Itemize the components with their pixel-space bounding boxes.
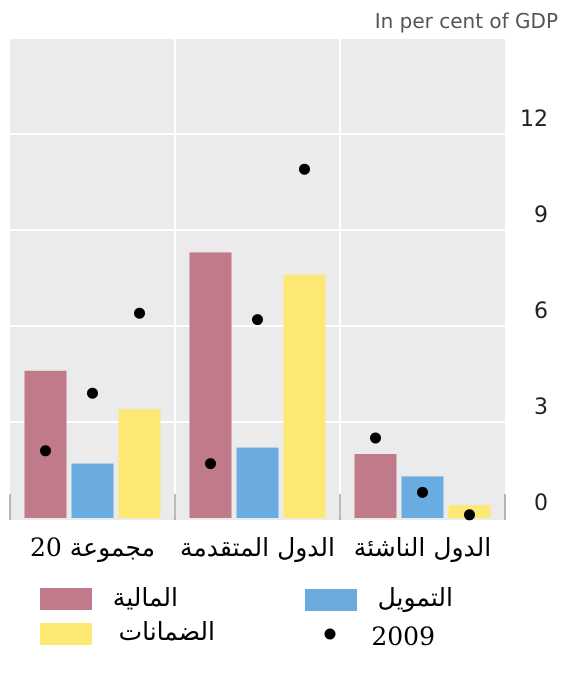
y-tick-label-0: 0 bbox=[534, 491, 548, 516]
points-2009 bbox=[40, 163, 475, 521]
y-axis-ticks: 0 3 6 9 12 bbox=[520, 107, 548, 516]
point-2009-c0-0 bbox=[40, 445, 51, 457]
point-2009-c0-2 bbox=[134, 307, 145, 319]
legend-swatch-0 bbox=[40, 588, 92, 610]
unit-label: In per cent of GDP bbox=[375, 9, 558, 33]
x-tick-label-0: مجموعة 20 bbox=[30, 533, 155, 563]
point-2009-c2-2 bbox=[464, 509, 475, 521]
legend-point-marker bbox=[324, 628, 336, 640]
bars bbox=[24, 252, 491, 518]
point-2009-c0-1 bbox=[87, 387, 98, 399]
grid-lines bbox=[9, 37, 506, 520]
bar-s0-c0 bbox=[24, 370, 67, 518]
legend-label-points: 2009 bbox=[371, 622, 435, 651]
point-2009-c2-0 bbox=[370, 432, 381, 444]
x-tick-label-1: الدول المتقدمة bbox=[180, 533, 335, 563]
point-2009-c1-2 bbox=[299, 163, 310, 175]
x-tick-label-2: الدول الناشئة bbox=[354, 533, 492, 563]
x-axis-ticks: مجموعة 20 الدول المتقدمة الدول الناشئة bbox=[30, 533, 491, 563]
legend: المالية التمويل الضمانات 2009 bbox=[40, 583, 453, 651]
legend-label-2: الضمانات bbox=[119, 617, 215, 646]
bar-s0-c1 bbox=[189, 252, 232, 518]
legend-label-1: التمويل bbox=[378, 583, 453, 613]
point-2009-c2-1 bbox=[417, 486, 428, 498]
y-tick-label-4: 12 bbox=[520, 107, 548, 132]
point-2009-c1-0 bbox=[205, 458, 216, 470]
bar-s1-c1 bbox=[236, 447, 279, 518]
bar-s2-c1 bbox=[283, 274, 326, 518]
legend-swatch-1 bbox=[305, 589, 357, 611]
legend-swatch-2 bbox=[40, 623, 92, 645]
y-tick-label-3: 9 bbox=[534, 203, 548, 228]
legend-label-0: المالية bbox=[113, 583, 178, 612]
plot-background bbox=[10, 38, 505, 520]
bar-s0-c2 bbox=[354, 454, 397, 518]
bar-s2-c0 bbox=[118, 409, 161, 518]
y-tick-label-1: 3 bbox=[534, 395, 548, 420]
bar-s1-c0 bbox=[71, 463, 114, 518]
point-2009-c1-1 bbox=[252, 314, 263, 326]
y-tick-label-2: 6 bbox=[534, 299, 548, 324]
